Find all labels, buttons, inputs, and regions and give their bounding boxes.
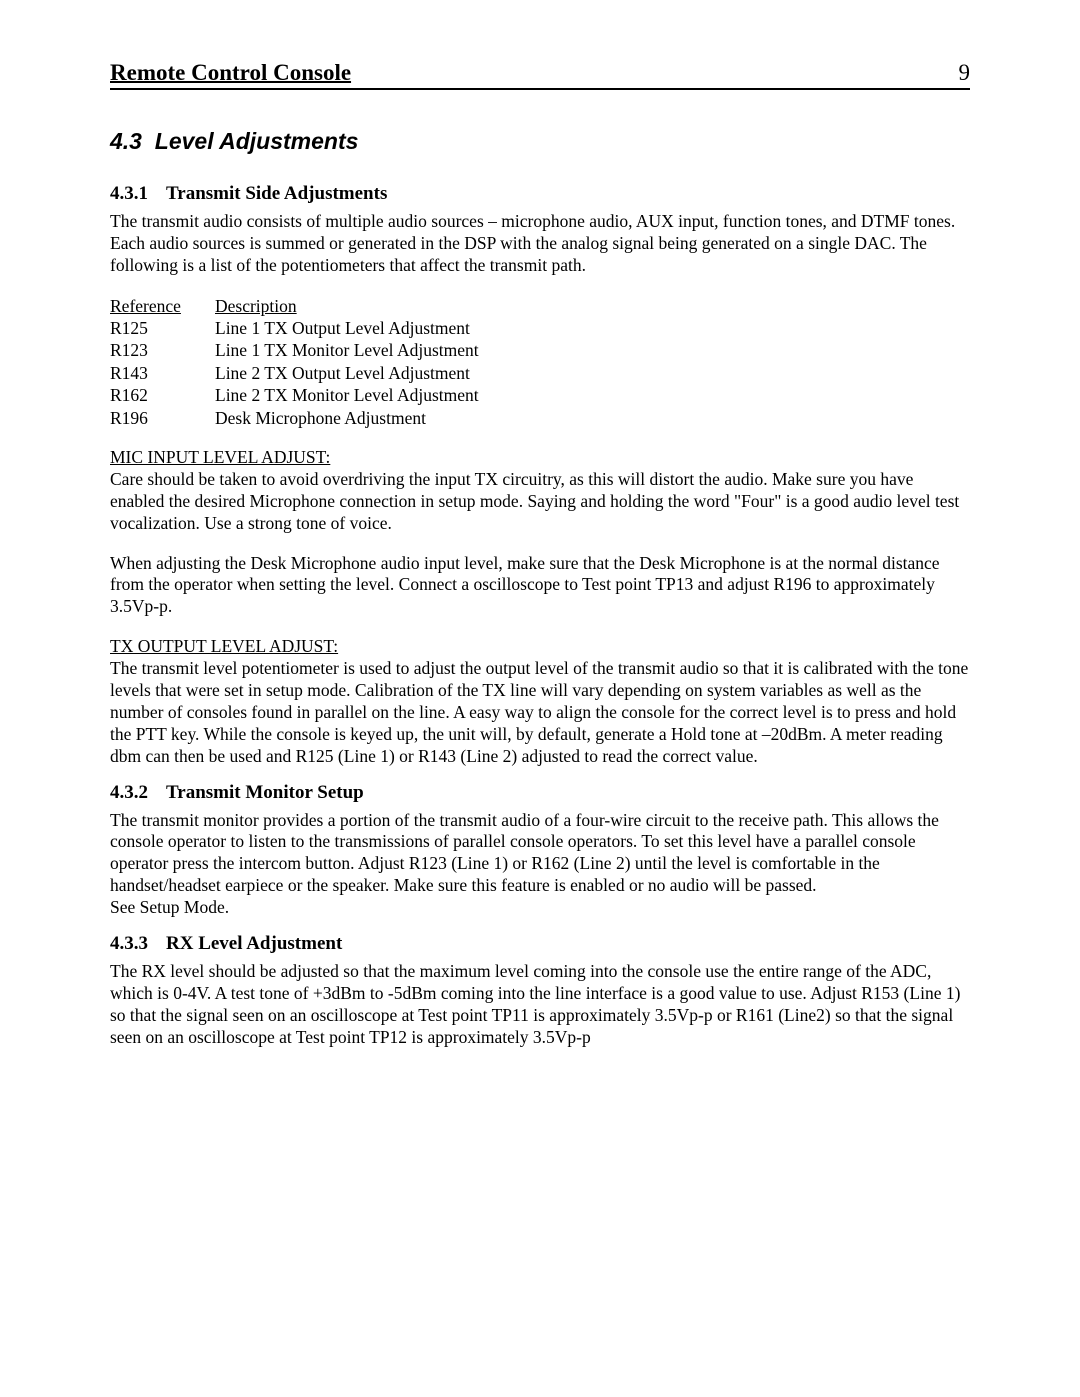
ref-desc: Line 1 TX Monitor Level Adjustment [215, 339, 970, 361]
ref-id: R143 [110, 362, 215, 384]
table-row: R196 Desk Microphone Adjustment [110, 407, 970, 429]
monitor-p2: See Setup Mode. [110, 897, 229, 917]
subsection-heading: 4.3.1 Transmit Side Adjustments [110, 183, 970, 205]
ref-id: R162 [110, 384, 215, 406]
subsection-title: Transmit Side Adjustments [166, 183, 387, 204]
col-header-description: Description [215, 295, 970, 317]
ref-id: R196 [110, 407, 215, 429]
monitor-p1: The transmit monitor provides a portion … [110, 810, 939, 896]
tx-heading: TX OUTPUT LEVEL ADJUST: [110, 636, 970, 657]
table-row: R143 Line 2 TX Output Level Adjustment [110, 362, 970, 384]
mic-section: MIC INPUT LEVEL ADJUST: Care should be t… [110, 447, 970, 618]
subsection-number: 4.3.3 [110, 933, 148, 955]
page-header: Remote Control Console 9 [110, 60, 970, 90]
header-title: Remote Control Console [110, 60, 351, 86]
mic-heading: MIC INPUT LEVEL ADJUST: [110, 447, 970, 468]
subsection-number: 4.3.2 [110, 782, 148, 804]
section-heading: 4.3 Level Adjustments [110, 128, 970, 155]
col-header-reference: Reference [110, 295, 215, 317]
ref-desc: Desk Microphone Adjustment [215, 407, 970, 429]
ref-id: R125 [110, 317, 215, 339]
table-header-row: Reference Description [110, 295, 970, 317]
monitor-paragraph: The transmit monitor provides a portion … [110, 810, 970, 919]
mic-paragraph-2: When adjusting the Desk Microphone audio… [110, 553, 970, 619]
subsection-title: RX Level Adjustment [166, 933, 342, 954]
page-number: 9 [959, 60, 971, 86]
subsection-number: 4.3.1 [110, 183, 148, 205]
tx-section: TX OUTPUT LEVEL ADJUST: The transmit lev… [110, 636, 970, 767]
subsection-heading: 4.3.3 RX Level Adjustment [110, 933, 970, 955]
table-row: R123 Line 1 TX Monitor Level Adjustment [110, 339, 970, 361]
subsection-title: Transmit Monitor Setup [166, 782, 364, 803]
section-title: Level Adjustments [155, 128, 359, 154]
table-row: R125 Line 1 TX Output Level Adjustment [110, 317, 970, 339]
intro-paragraph: The transmit audio consists of multiple … [110, 211, 970, 277]
subsection-heading: 4.3.2 Transmit Monitor Setup [110, 782, 970, 804]
tx-paragraph: The transmit level potentiometer is used… [110, 658, 970, 767]
rx-paragraph: The RX level should be adjusted so that … [110, 961, 970, 1049]
table-row: R162 Line 2 TX Monitor Level Adjustment [110, 384, 970, 406]
document-page: Remote Control Console 9 4.3 Level Adjus… [0, 0, 1080, 1126]
ref-desc: Line 1 TX Output Level Adjustment [215, 317, 970, 339]
mic-paragraph-1: Care should be taken to avoid overdrivin… [110, 469, 970, 535]
ref-id: R123 [110, 339, 215, 361]
section-number: 4.3 [110, 128, 142, 154]
ref-desc: Line 2 TX Monitor Level Adjustment [215, 384, 970, 406]
reference-table: Reference Description R125 Line 1 TX Out… [110, 295, 970, 429]
ref-desc: Line 2 TX Output Level Adjustment [215, 362, 970, 384]
